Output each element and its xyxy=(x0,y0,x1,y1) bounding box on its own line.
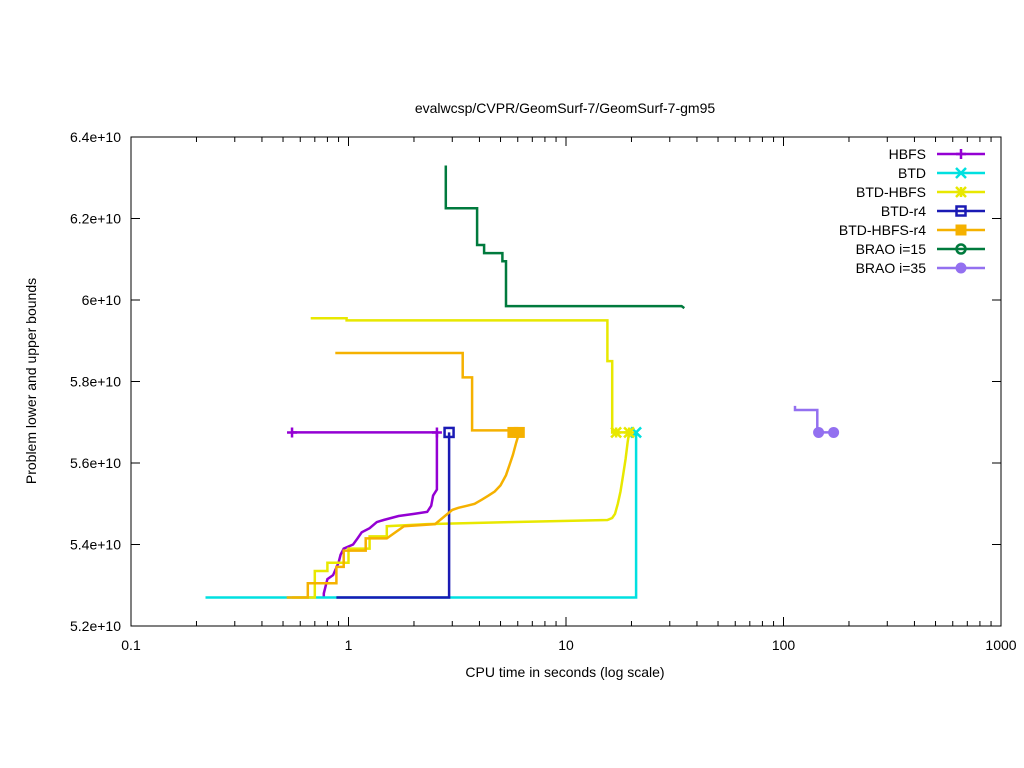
series-btd-r4 xyxy=(336,426,455,599)
legend-item-brao-i-15: BRAO i=15 xyxy=(856,241,985,257)
y-axis-label-group: Problem lower and upper bounds xyxy=(23,278,39,484)
legend-item-brao-i-35: BRAO i=35 xyxy=(856,260,985,276)
y-tick-label-4: 6e+10 xyxy=(82,292,122,308)
legend-label: BTD xyxy=(898,165,926,181)
series-hbfs xyxy=(287,427,442,598)
series-line-btd-r4 xyxy=(336,432,451,599)
axis-ticks: 0.1 1 10 100 1000 5.2e+10 5.4e+10 5.6e+10 5.8e+1… xyxy=(70,129,1017,653)
y-tick-label-3: 5.8e+10 xyxy=(70,374,121,390)
series-point-btd-hbfs-r4 xyxy=(507,426,519,438)
series-line-btd-hbfs-r4 xyxy=(335,351,520,434)
chart-title: evalwcsp/CVPR/GeomSurf-7/GeomSurf-7-gm95 xyxy=(415,100,716,116)
series-point-hbfs xyxy=(431,427,442,438)
legend-label: HBFS xyxy=(889,146,926,162)
series-line-btd-hbfs-r4 xyxy=(286,432,521,599)
legend-marker xyxy=(955,243,967,255)
x-tick-label-1: 1 xyxy=(345,637,353,653)
series-point-btd-hbfs-r4 xyxy=(513,426,525,438)
legend-item-btd-hbfs-r4: BTD-HBFS-r4 xyxy=(839,222,985,238)
legend-marker xyxy=(955,167,967,179)
x-tick-label-3: 100 xyxy=(772,637,796,653)
y-tick-label-6: 6.4e+10 xyxy=(70,129,121,145)
legend-item-btd: BTD xyxy=(898,165,985,181)
legend-marker xyxy=(955,262,967,274)
y-tick-label-2: 5.6e+10 xyxy=(70,455,121,471)
x-tick-label-4: 1000 xyxy=(985,637,1016,653)
series-point-brao-i-35 xyxy=(828,426,840,438)
series-btd-hbfs-r4 xyxy=(286,351,525,599)
y-tick-label-1: 5.4e+10 xyxy=(70,537,121,553)
series-line-btd-hbfs xyxy=(292,432,631,599)
series-line-btd xyxy=(205,432,638,599)
y-tick-label-0: 5.2e+10 xyxy=(70,618,121,634)
legend-label: BTD-HBFS-r4 xyxy=(839,222,926,238)
legend-marker xyxy=(956,149,966,159)
series-point-btd-hbfs xyxy=(623,426,635,439)
legend-marker xyxy=(955,224,967,236)
series-point-btd-hbfs xyxy=(610,426,623,439)
legend-marker xyxy=(955,186,967,198)
series-point-hbfs xyxy=(287,427,298,438)
series-brao-i-35 xyxy=(793,405,840,438)
series-point-brao-i-35 xyxy=(813,426,825,438)
y-axis-label: Problem lower and upper bounds xyxy=(23,278,39,484)
legend: HBFS BTD BTD-HBFS BTD-r4 BTD-HBFS-r4 BRAO i=1… xyxy=(839,146,985,276)
plot-frame xyxy=(130,136,1002,627)
series-line-hbfs xyxy=(292,431,439,598)
legend-item-btd-r4: BTD-r4 xyxy=(881,203,985,219)
legend-item-hbfs: HBFS xyxy=(889,146,985,162)
legend-item-btd-hbfs: BTD-HBFS xyxy=(856,184,985,200)
series-line-brao-i-35 xyxy=(793,405,834,434)
legend-label: BTD-r4 xyxy=(881,203,926,219)
series-line-brao-i-15 xyxy=(444,165,686,310)
legend-label: BRAO i=35 xyxy=(856,260,927,276)
legend-label: BTD-HBFS xyxy=(856,184,926,200)
x-tick-label-2: 10 xyxy=(558,637,574,653)
series-point-btd-r4 xyxy=(443,426,455,439)
legend-marker xyxy=(955,205,967,217)
y-tick-label-5: 6.2e+10 xyxy=(70,211,121,227)
x-axis-label: CPU time in seconds (log scale) xyxy=(465,664,664,680)
series-line-btd-hbfs xyxy=(310,317,630,434)
x-tick-label-0: 0.1 xyxy=(121,637,141,653)
legend-label: BRAO i=15 xyxy=(856,241,927,257)
plot-series xyxy=(205,165,840,599)
series-brao-i-15 xyxy=(444,165,686,310)
